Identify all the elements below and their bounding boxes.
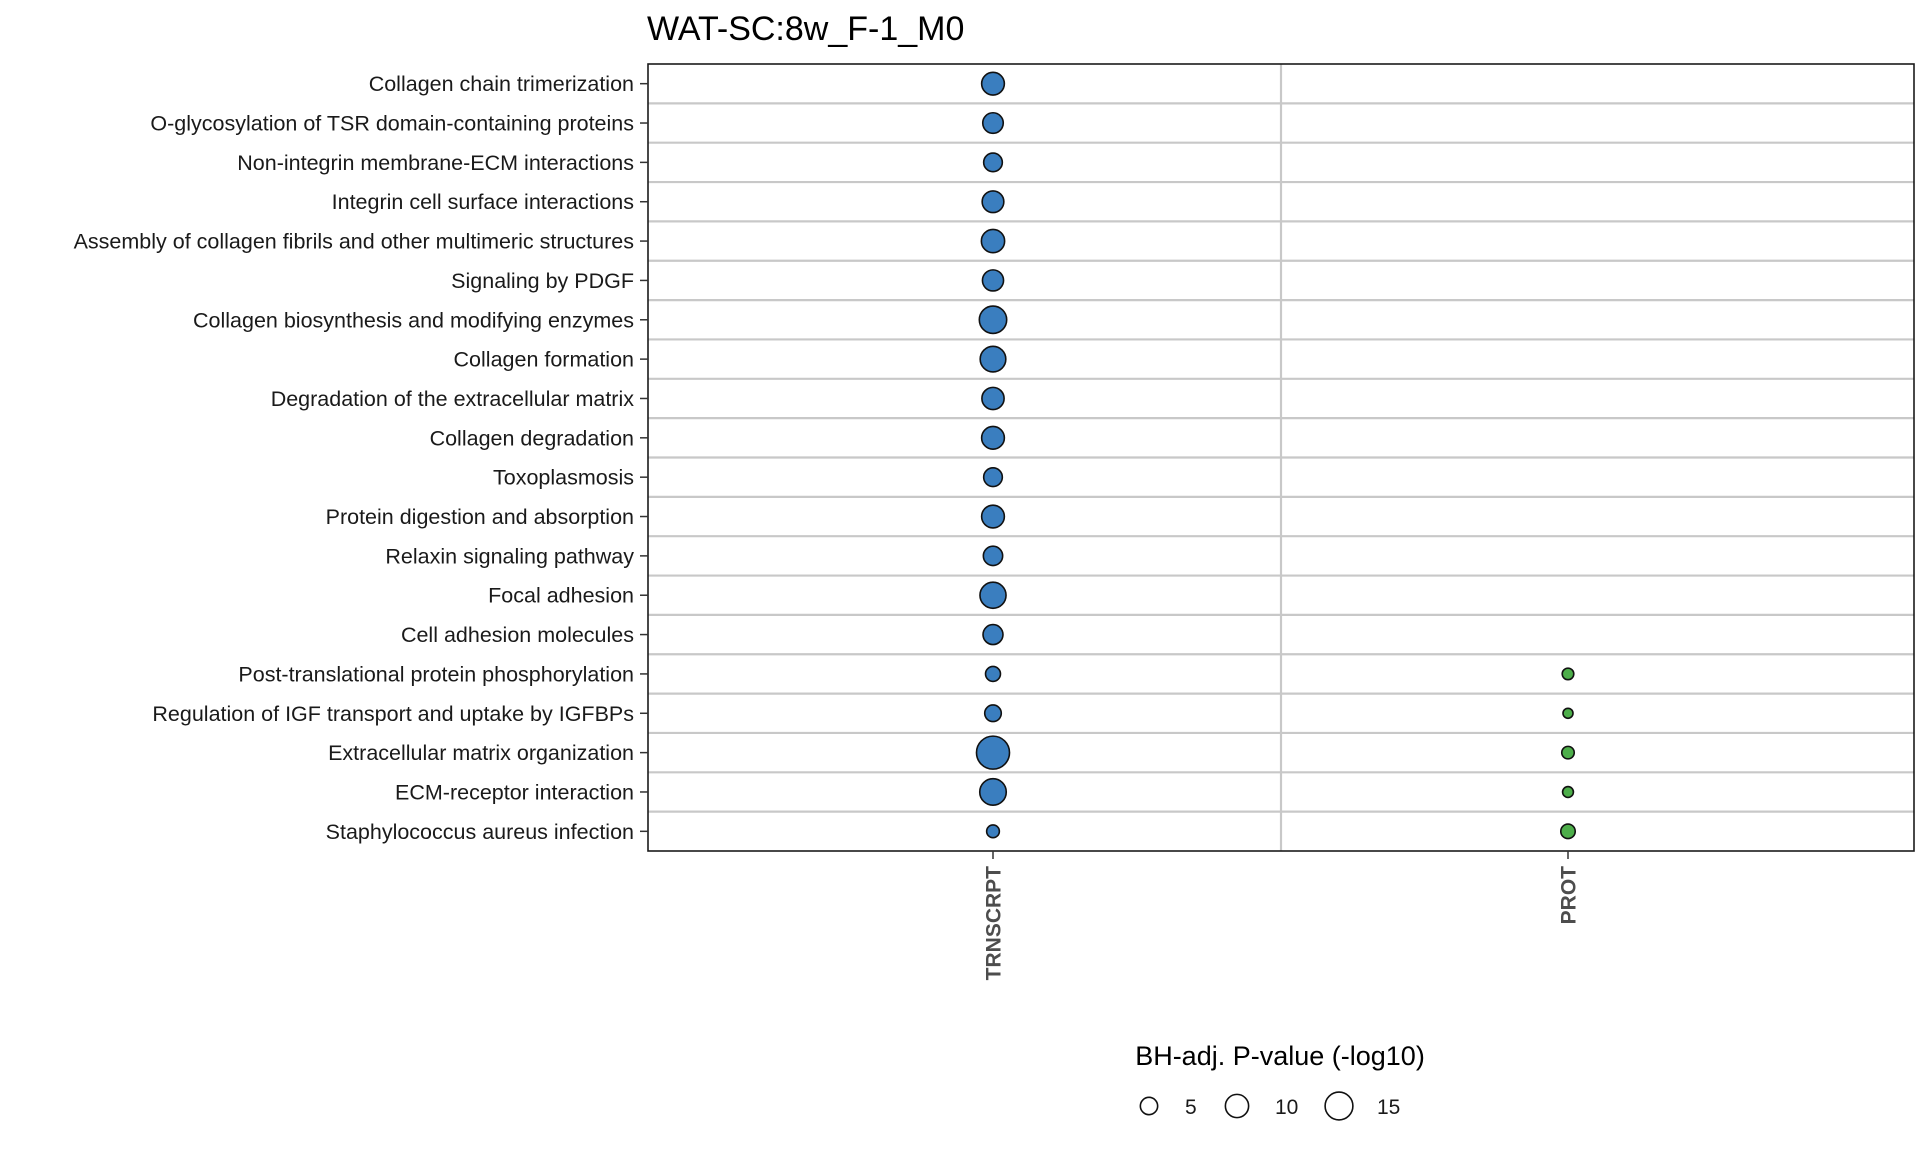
category-label: Cell adhesion molecules [401,623,634,647]
category-label: Post-translational protein phosphorylati… [238,662,634,686]
data-point [982,623,1004,646]
category-label: Assembly of collagen fibrils and other m… [74,230,634,254]
legend-key-circle [1139,1096,1159,1116]
category-label: O-glycosylation of TSR domain-containing… [150,112,634,136]
data-point [1562,707,1574,720]
data-point [982,467,1004,488]
category-label: Integrin cell surface interactions [332,190,634,214]
size-legend: BH-adj. P-value (-log10) 5 10 15 [1135,1041,1425,1121]
category-label: Staphylococcus aureus infection [326,820,634,844]
category-label: Signaling by PDGF [451,269,634,293]
data-point [1560,745,1576,760]
legend-key-circle [1224,1093,1250,1119]
category-label: Relaxin signaling pathway [385,544,634,568]
legend-key-label: 5 [1185,1096,1197,1119]
data-point [980,504,1006,529]
data-point [1561,785,1575,799]
data-points [975,71,1577,840]
plot-frame [647,63,1915,852]
data-point [983,704,1003,723]
data-point [1561,667,1575,681]
data-point [981,269,1005,292]
column-label: TRNSCRPT [983,866,1006,981]
category-label: Extracellular matrix organization [328,741,634,765]
legend-key-label: 10 [1275,1096,1298,1119]
category-label: Collagen degradation [430,426,634,450]
grid-layer [648,64,1914,851]
category-labels: Collagen chain trimerization O-glycosylat… [74,72,648,844]
category-label: Toxoplasmosis [493,466,634,490]
category-label: Collagen formation [454,348,634,372]
data-point [982,545,1004,567]
data-point [981,190,1005,214]
category-label: Focal adhesion [488,584,634,608]
category-label: Non-integrin membrane-ECM interactions [237,151,634,175]
legend-title: BH-adj. P-value (-log10) [1135,1041,1425,1071]
data-point [975,735,1011,770]
data-point [982,152,1004,173]
data-point [1559,823,1577,840]
column-labels: TRNSCRPT PROT [983,851,1581,980]
data-point [978,305,1008,335]
category-label: ECM-receptor interaction [395,780,634,804]
data-point [979,345,1007,373]
data-point [980,228,1006,254]
category-label: Collagen biosynthesis and modifying enzy… [193,308,634,332]
category-label: Collagen chain trimerization [369,72,634,96]
column-label: PROT [1558,866,1581,925]
legend-key-circle [1324,1091,1354,1121]
data-point [980,425,1006,450]
data-point [981,111,1005,135]
data-point [978,777,1008,807]
data-point [985,824,1001,839]
category-label: Protein digestion and absorption [326,505,634,529]
data-point [980,71,1006,96]
data-point [984,665,1002,683]
data-point [979,581,1007,610]
legend-key-label: 15 [1377,1096,1400,1119]
category-label: Regulation of IGF transport and uptake b… [152,702,634,726]
panel-border [647,63,1915,852]
chart-title: WAT-SC:8w_F-1_M0 [647,10,964,48]
data-point [981,386,1005,411]
category-label: Degradation of the extracellular matrix [271,387,635,411]
